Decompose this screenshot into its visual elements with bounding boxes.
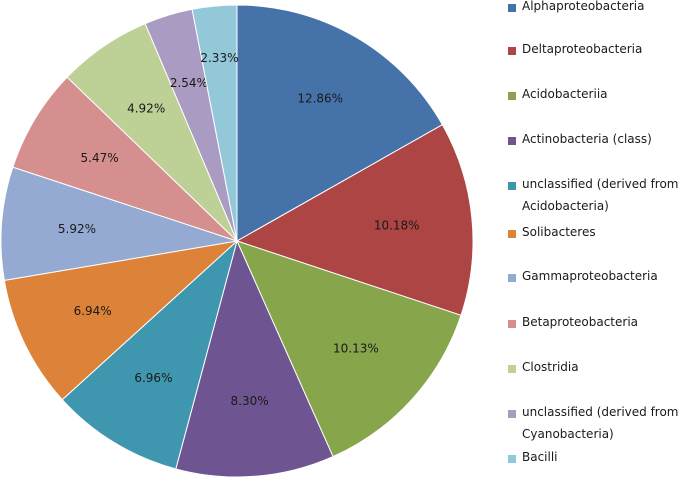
legend-item-2: Acidobacteriia xyxy=(508,87,685,105)
legend-item-1: Deltaproteobacteria xyxy=(508,42,685,60)
pie-slice-1 xyxy=(235,124,474,316)
slice-data-label-7: 5.47% xyxy=(81,151,119,165)
legend-label: Alphaproteobacteria xyxy=(522,0,645,13)
legend-label: unclassified (derived from Acidobacteria… xyxy=(522,177,679,213)
legend-item-5: Solibacteres xyxy=(508,225,685,243)
pie-slice-3 xyxy=(175,239,334,478)
legend-swatch xyxy=(508,274,516,282)
legend-item-3: Actinobacteria (class) xyxy=(508,132,685,150)
pie-slice-10 xyxy=(191,4,238,242)
legend-swatch xyxy=(508,320,516,328)
pie-slice-2 xyxy=(236,240,462,458)
legend-label: Gammaproteobacteria xyxy=(522,269,658,283)
slice-data-label-4: 6.96% xyxy=(134,371,172,385)
legend-label: unclassified (derived from Cyanobacteria… xyxy=(522,405,679,441)
legend-item-4: unclassified (derived from Acidobacteria… xyxy=(508,177,685,217)
legend-swatch xyxy=(508,47,516,55)
slice-data-label-3: 8.30% xyxy=(231,394,269,408)
slice-data-label-8: 4.92% xyxy=(127,102,165,116)
legend-swatch xyxy=(508,137,516,145)
legend-swatch xyxy=(508,92,516,100)
legend-item-9: unclassified (derived from Cyanobacteria… xyxy=(508,405,685,445)
slice-data-label-10: 2.33% xyxy=(200,51,238,65)
legend-item-8: Clostridia xyxy=(508,360,685,378)
pie-slice-6 xyxy=(0,166,238,281)
legend-label: Bacilli xyxy=(522,450,558,464)
legend-swatch xyxy=(508,4,516,12)
legend-label: Clostridia xyxy=(522,360,579,374)
slice-data-label-1: 10.18% xyxy=(374,218,420,232)
slice-data-label-2: 10.13% xyxy=(333,342,379,356)
legend-label: Solibacteres xyxy=(522,225,596,239)
legend-swatch xyxy=(508,410,516,418)
legend-swatch xyxy=(508,230,516,238)
pie-slice-5 xyxy=(3,240,239,401)
slice-data-label-6: 5.92% xyxy=(58,222,96,236)
pie-slice-7 xyxy=(12,76,238,242)
slice-data-label-0: 12.86% xyxy=(297,91,343,105)
legend-swatch xyxy=(508,182,516,190)
legend-item-10: Bacilli xyxy=(508,450,685,468)
legend-label: Betaproteobacteria xyxy=(522,315,639,329)
slice-data-label-9: 2.54% xyxy=(170,76,208,90)
legend-label: Deltaproteobacteria xyxy=(522,42,643,56)
legend-item-7: Betaproteobacteria xyxy=(508,315,685,333)
legend-swatch xyxy=(508,455,516,463)
legend-item-6: Gammaproteobacteria xyxy=(508,269,685,287)
legend-label: Acidobacteriia xyxy=(522,87,608,101)
pie-slice-4 xyxy=(61,239,238,470)
legend-swatch xyxy=(508,365,516,373)
slice-data-label-5: 6.94% xyxy=(74,304,112,318)
legend-label: Actinobacteria (class) xyxy=(522,132,652,146)
legend-item-0: Alphaproteobacteria xyxy=(508,0,685,17)
pie-slice-0 xyxy=(236,4,444,242)
